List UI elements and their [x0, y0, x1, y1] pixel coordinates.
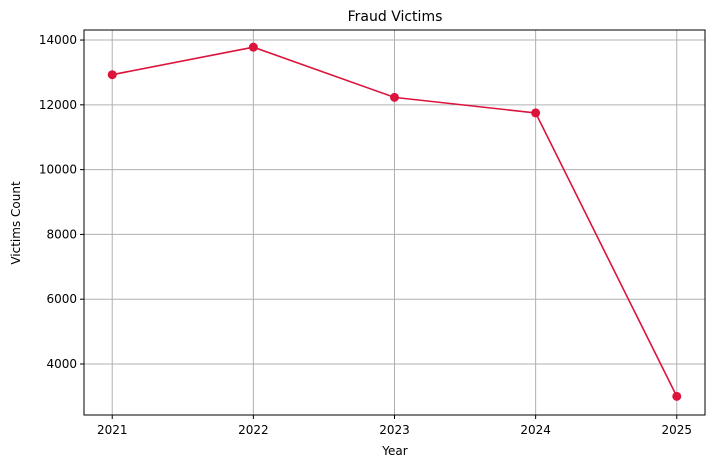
chart-title: Fraud Victims [348, 9, 443, 25]
x-axis: 2021 2022 2023 2024 2025 [97, 415, 692, 437]
data-point [672, 391, 682, 401]
y-axis: 4000 6000 8000 10000 12000 14000 [39, 33, 84, 371]
data-point [390, 92, 399, 102]
x-tick-label: 2025 [661, 423, 692, 437]
x-axis-label: Year [381, 444, 407, 458]
x-tick-label: 2022 [238, 423, 269, 437]
data-point [248, 42, 258, 52]
data-point [531, 108, 541, 118]
y-tick-label: 10000 [39, 163, 77, 177]
x-tick-label: 2023 [379, 423, 410, 437]
y-tick-label: 8000 [46, 227, 77, 241]
y-tick-label: 6000 [46, 292, 77, 306]
data-point [107, 70, 117, 80]
y-axis-label: Victims Count [9, 181, 23, 265]
y-tick-label: 4000 [46, 357, 77, 371]
grid [84, 30, 705, 415]
series-layer [107, 42, 682, 401]
x-tick-label: 2021 [97, 423, 128, 437]
x-tick-label: 2024 [520, 423, 551, 437]
y-tick-label: 14000 [39, 33, 77, 47]
y-tick-label: 12000 [39, 98, 77, 112]
